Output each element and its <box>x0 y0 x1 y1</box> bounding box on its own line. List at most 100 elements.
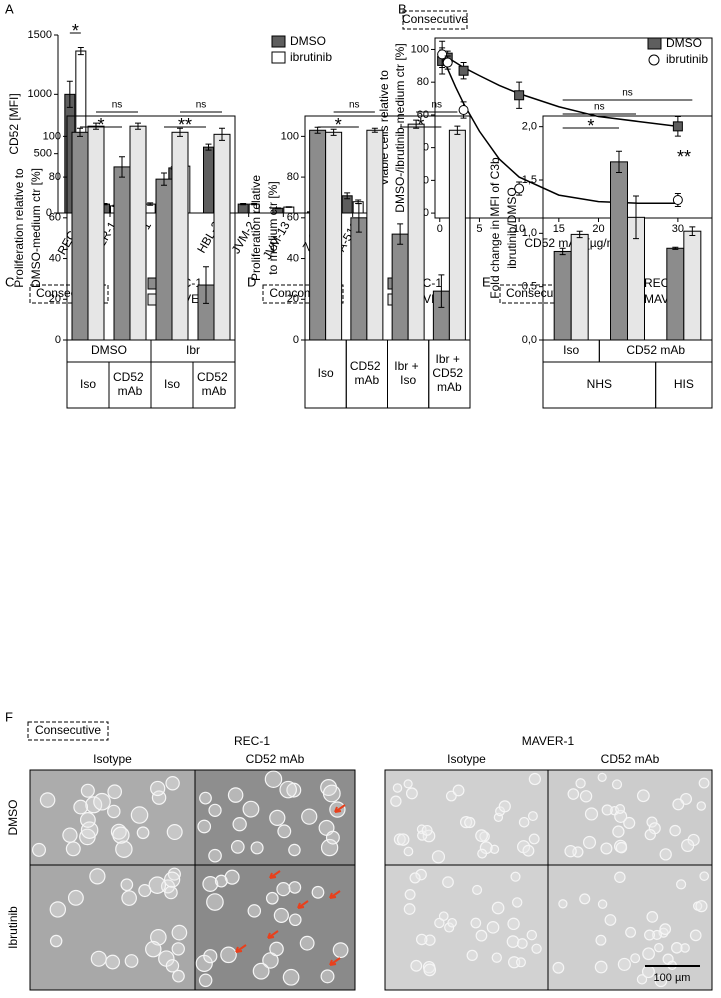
cell <box>594 960 608 974</box>
category-label: CD52 mAb <box>350 359 384 387</box>
cell <box>252 962 270 980</box>
row-label: Ibrutinib <box>6 906 20 949</box>
x-tick-label: 20 <box>592 223 604 235</box>
cell <box>444 922 455 933</box>
y-tick-label: 80 <box>287 171 299 183</box>
image-frame <box>29 769 356 991</box>
category-label: CD52 mAb <box>113 370 147 398</box>
cell <box>49 934 63 948</box>
cell <box>614 871 626 883</box>
arrow <box>329 890 341 899</box>
y-tick-label: 1,0 <box>522 227 537 239</box>
y-tick-label: 40 <box>49 252 61 264</box>
cell <box>410 959 423 972</box>
cell <box>79 812 96 828</box>
fit-line <box>439 53 678 128</box>
condition-label: Consecutive <box>35 723 101 737</box>
cell <box>507 917 520 931</box>
cell <box>527 811 538 822</box>
error-bar <box>633 195 639 240</box>
cell <box>615 804 626 814</box>
cell <box>197 819 212 834</box>
cell <box>301 808 318 825</box>
significance-label: ns <box>112 100 123 111</box>
cell <box>405 787 418 800</box>
cell <box>65 841 81 857</box>
cell <box>595 934 607 946</box>
significance-label: ns <box>196 100 207 111</box>
data-point <box>442 57 453 68</box>
cell <box>518 816 530 828</box>
cell <box>438 911 449 922</box>
cell <box>415 868 427 881</box>
bar <box>129 125 147 341</box>
cell <box>615 841 628 854</box>
significance-label: * <box>72 21 79 41</box>
error-bar <box>397 223 404 245</box>
bar <box>203 146 214 214</box>
cell <box>199 791 212 805</box>
arrow <box>269 870 281 879</box>
cell <box>498 800 511 813</box>
cell <box>584 807 599 821</box>
cell <box>404 889 416 900</box>
cell <box>115 840 133 858</box>
cell <box>409 872 421 884</box>
significance-label: ns <box>431 100 442 111</box>
cell <box>73 799 89 815</box>
column-label: CD52 mAb <box>246 752 305 766</box>
y-axis-label: ibrutinib/DMSO <box>505 187 519 268</box>
bar <box>610 161 628 341</box>
y-tick-label: 1500 <box>28 29 52 41</box>
cell <box>423 963 437 977</box>
y-tick-label: 60 <box>287 212 299 224</box>
data-point <box>458 65 469 76</box>
cell <box>120 878 134 892</box>
cell <box>431 850 446 864</box>
y-tick-label: 80 <box>49 171 61 183</box>
data-point <box>672 121 683 132</box>
cell <box>699 871 710 881</box>
legend-label: DMSO <box>290 34 326 48</box>
condition-box <box>27 721 109 741</box>
cell <box>230 840 245 854</box>
category-label: Ibr + CD52 mAb <box>432 352 466 394</box>
panel-letter: F <box>5 709 13 724</box>
cell <box>470 917 482 929</box>
cell <box>130 806 149 824</box>
cell <box>695 900 708 913</box>
error-bar <box>285 206 292 208</box>
cell <box>659 848 672 861</box>
error-bar <box>689 226 696 236</box>
cell <box>491 952 502 963</box>
cell <box>564 844 577 858</box>
y-axis-label: CD52 [MFI] <box>7 93 21 154</box>
cell <box>396 833 410 846</box>
bar <box>71 131 89 341</box>
cell <box>242 800 260 818</box>
error-bar <box>147 202 154 206</box>
category-label: Ibr <box>186 343 200 357</box>
significance-label: ** <box>178 115 192 135</box>
cell <box>403 779 413 789</box>
cell <box>288 881 302 894</box>
y-axis-label: Fold change in MFI of C3b <box>488 157 502 299</box>
error-bar <box>77 127 83 137</box>
cell <box>403 846 414 857</box>
y-tick-label: 1000 <box>28 88 52 100</box>
cell <box>506 935 520 948</box>
cell <box>491 901 505 915</box>
cell <box>110 823 127 840</box>
significance-label: ns <box>594 102 605 113</box>
cell <box>250 841 264 855</box>
cell <box>477 848 488 859</box>
bar <box>155 178 173 341</box>
category-label: NHS <box>587 377 612 391</box>
bar <box>325 131 343 341</box>
cell <box>558 899 568 909</box>
cell <box>198 973 213 988</box>
error-bar <box>66 80 73 108</box>
error-bar <box>203 266 209 304</box>
cell-line-label: MAVER-1 <box>522 734 575 748</box>
y-tick-label: 100 <box>43 130 61 142</box>
